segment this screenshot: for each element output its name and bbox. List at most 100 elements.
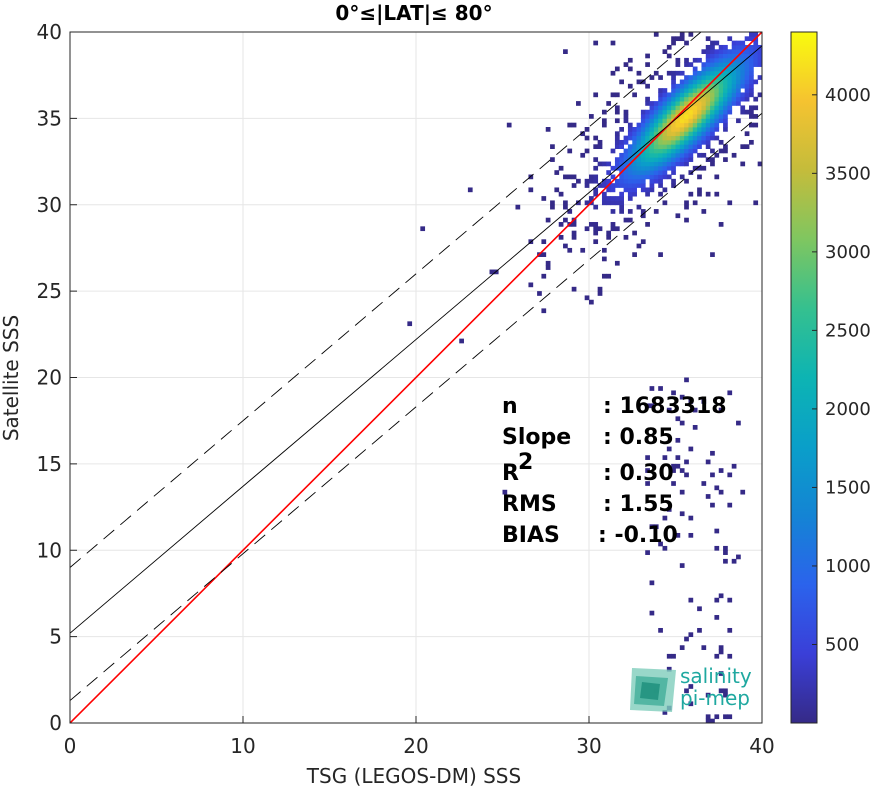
density-cell [640, 135, 646, 141]
density-cell [671, 468, 676, 473]
density-cell [714, 118, 720, 124]
density-cell [714, 653, 720, 659]
density-cell [744, 62, 750, 67]
density-cell [675, 101, 681, 106]
density-cell [701, 131, 707, 137]
density-cell [675, 144, 681, 150]
density-cell [731, 152, 737, 158]
density-cell [662, 139, 668, 145]
density-cell [679, 161, 685, 167]
density-cell [662, 105, 668, 111]
density-cell [753, 57, 759, 63]
density-cell [614, 92, 620, 98]
density-cell [584, 127, 590, 132]
density-cell [710, 96, 715, 102]
density-cell [749, 75, 754, 80]
density-cell [645, 135, 650, 141]
density-cell [718, 105, 724, 111]
density-cell [757, 161, 762, 167]
density-cell [714, 105, 720, 111]
density-cell [601, 118, 607, 124]
density-cell [731, 62, 737, 67]
density-cell [688, 135, 694, 141]
density-cell [692, 122, 698, 128]
density-cell [710, 450, 715, 456]
stat-value: : 0.30 [603, 461, 674, 486]
density-cell [753, 40, 759, 46]
density-cell [718, 671, 724, 676]
density-cell [671, 92, 676, 98]
density-cell [744, 75, 750, 80]
density-cell [645, 127, 650, 132]
density-cell [671, 481, 676, 486]
density-cell [701, 118, 707, 124]
density-cell [614, 144, 620, 150]
density-cell [567, 209, 573, 214]
density-cell [749, 83, 754, 89]
density-cell [710, 252, 715, 257]
density-cell [679, 645, 685, 650]
density-cell [723, 545, 728, 551]
density-cell [623, 157, 629, 162]
density-cell [658, 96, 663, 102]
density-cell [697, 83, 702, 89]
density-cell [679, 36, 685, 42]
density-cell [658, 386, 663, 391]
density-cell [640, 165, 646, 171]
density-cell [649, 183, 655, 188]
density-cell [649, 187, 655, 193]
density-cell [731, 83, 737, 89]
density-cell [658, 541, 663, 547]
density-cell [528, 282, 534, 288]
density-cell [697, 109, 702, 115]
density-cell [705, 70, 711, 76]
density-cell [658, 144, 663, 150]
density-cell [597, 226, 603, 232]
density-cell [684, 62, 689, 67]
density-cell [671, 157, 676, 162]
density-cell [653, 161, 659, 167]
density-cell [684, 144, 689, 150]
density-cell [653, 524, 659, 530]
density-cell [666, 507, 672, 512]
density-cell [688, 118, 694, 124]
density-cell [697, 127, 702, 132]
density-cell [675, 70, 681, 76]
density-cell [701, 83, 707, 89]
density-cell [701, 109, 707, 115]
density-cell [584, 226, 590, 232]
density-cell [705, 49, 711, 54]
density-cell [606, 101, 612, 106]
density-cell [679, 122, 685, 128]
density-cell [675, 36, 681, 42]
density-cell [658, 161, 663, 167]
density-cell [593, 157, 599, 162]
density-cell [684, 114, 689, 119]
density-cell [649, 152, 655, 158]
density-cell [710, 118, 715, 124]
density-cell [640, 139, 646, 145]
density-cell [688, 75, 694, 80]
stat-label: Slope [502, 425, 571, 450]
density-cell [749, 105, 754, 111]
density-cell [731, 40, 737, 46]
density-cell [623, 178, 629, 184]
density-cell [688, 632, 694, 638]
density-cell [688, 139, 694, 145]
density-cell [614, 139, 620, 145]
density-cell [684, 118, 689, 124]
density-cell [727, 53, 733, 59]
density-cell [705, 718, 711, 723]
density-cell [731, 53, 737, 59]
stats-box: n: 1683318 Slope: 0.85 R 2: 0.30 RMS: 1.55 BI… [502, 394, 727, 548]
density-cell [671, 127, 676, 132]
density-cell [684, 200, 689, 206]
density-cell [645, 53, 650, 59]
density-cell [723, 692, 728, 698]
density-cell [675, 109, 681, 115]
density-cell [684, 75, 689, 80]
density-cell [705, 459, 711, 465]
density-cell [636, 79, 642, 85]
density-cell [692, 114, 698, 119]
density-cell [589, 114, 594, 119]
